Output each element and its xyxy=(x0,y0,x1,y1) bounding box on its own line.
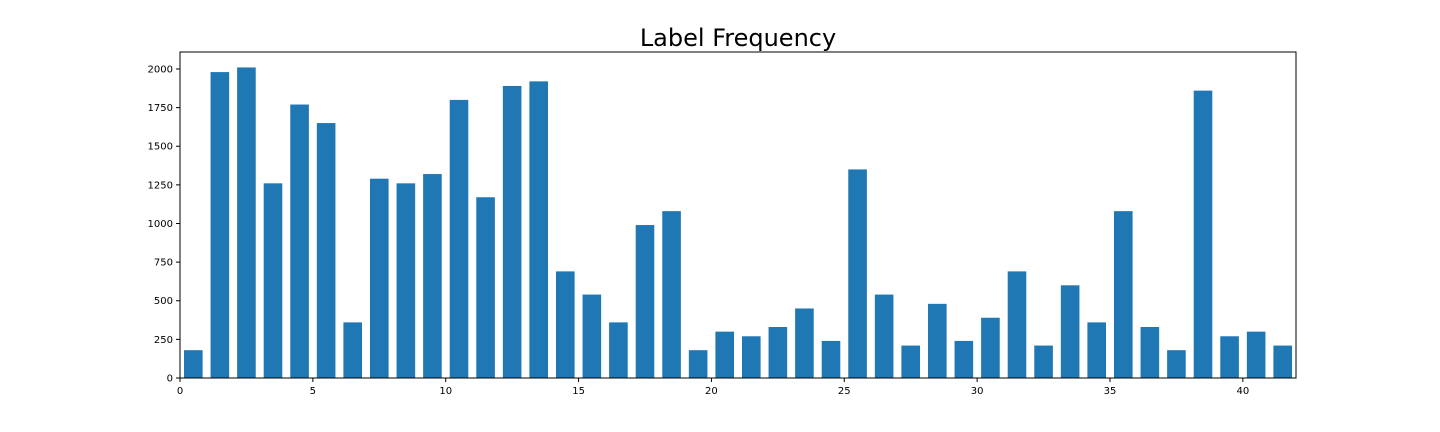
bar-7 xyxy=(369,178,389,378)
bar-40 xyxy=(1246,331,1266,378)
bar-3 xyxy=(263,183,283,378)
bar-33 xyxy=(1060,285,1080,378)
bar-14 xyxy=(555,271,575,378)
y-tick-label: 2000 xyxy=(148,64,173,75)
y-tick-label: 1000 xyxy=(148,219,173,230)
bar-20 xyxy=(715,331,735,378)
bar-15 xyxy=(582,294,602,378)
x-tick-label: 0 xyxy=(177,386,183,397)
bar-5 xyxy=(316,123,336,378)
x-tick-label: 25 xyxy=(838,386,851,397)
bar-38 xyxy=(1193,90,1213,378)
y-axis: 0 250 500 750 1000 1250 1500 1750 2000 xyxy=(148,64,180,385)
x-tick-label: 20 xyxy=(705,386,718,397)
y-tick-label: 500 xyxy=(154,296,173,307)
bar-12 xyxy=(502,85,522,379)
y-tick-label: 250 xyxy=(154,335,173,346)
bar-8 xyxy=(396,183,416,378)
x-tick-label: 30 xyxy=(971,386,984,397)
bar-34 xyxy=(1087,322,1107,378)
bar-16 xyxy=(609,322,628,378)
bar-22 xyxy=(768,327,788,378)
bar-27 xyxy=(901,345,921,378)
bar-26 xyxy=(874,294,894,378)
bar-25 xyxy=(848,169,867,378)
bar-10 xyxy=(449,99,469,379)
y-tick-label: 1250 xyxy=(148,180,173,191)
bar-17 xyxy=(635,225,655,378)
bar-13 xyxy=(529,81,549,379)
y-tick-label: 1500 xyxy=(148,142,173,153)
bar-6 xyxy=(343,322,363,378)
x-tick-label: 15 xyxy=(572,386,585,397)
bar-37 xyxy=(1167,350,1186,378)
bar-19 xyxy=(688,350,708,378)
bar-30 xyxy=(981,317,1000,378)
bar-11 xyxy=(476,197,495,378)
bar-31 xyxy=(1007,271,1027,378)
bar-24 xyxy=(821,340,841,378)
bar-28 xyxy=(927,303,947,378)
bar-1 xyxy=(210,72,230,378)
x-tick-label: 35 xyxy=(1104,386,1117,397)
y-tick-label: 0 xyxy=(167,374,173,385)
bar-18 xyxy=(662,211,681,378)
bar-36 xyxy=(1140,327,1160,378)
x-tick-label: 10 xyxy=(439,386,452,397)
bar-4 xyxy=(290,104,309,378)
bar-0 xyxy=(183,350,203,378)
bar-41 xyxy=(1273,345,1293,378)
x-tick-label: 40 xyxy=(1236,386,1249,397)
bar-23 xyxy=(795,308,814,378)
bar-9 xyxy=(423,174,442,378)
bar-29 xyxy=(954,340,974,378)
bar-2 xyxy=(237,67,256,378)
bars-group xyxy=(183,67,1293,379)
bar-32 xyxy=(1034,345,1053,378)
x-tick-label: 5 xyxy=(310,386,316,397)
y-tick-label: 1750 xyxy=(148,103,173,114)
bar-21 xyxy=(741,336,761,378)
y-tick-label: 750 xyxy=(154,258,173,269)
chart-title: Label Frequency xyxy=(640,24,836,52)
bar-39 xyxy=(1220,336,1239,378)
x-axis: 0 5 10 15 20 25 30 35 40 xyxy=(177,378,1249,397)
bar-35 xyxy=(1113,211,1133,378)
plot-area-frame xyxy=(179,51,1297,379)
